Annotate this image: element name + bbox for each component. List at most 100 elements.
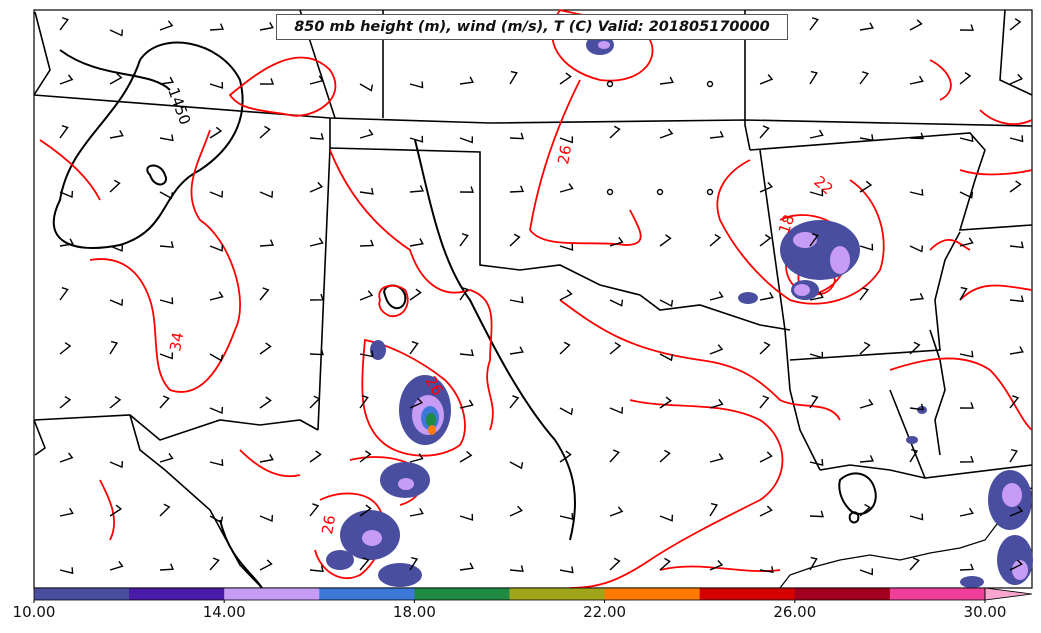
wind-barb <box>859 134 874 142</box>
wind-barb <box>259 125 271 139</box>
wind-barb <box>109 299 124 307</box>
wind-barb <box>309 133 324 140</box>
wind-barb <box>859 503 871 517</box>
wind-barb <box>859 22 874 31</box>
wind-barb <box>609 236 624 247</box>
wind-barb <box>709 130 724 139</box>
wind-barb <box>509 346 524 355</box>
precip-shading <box>326 35 1033 588</box>
wind-barb <box>759 234 772 247</box>
calm-wind-circle <box>706 80 714 88</box>
colorbar-tick-label: 10.00 <box>12 603 56 621</box>
wind-barb <box>1009 559 1023 571</box>
wind-barb <box>1009 241 1024 249</box>
wind-barb <box>159 76 174 85</box>
map-title: 850 mb height (m), wind (m/s), T (C) Val… <box>276 14 788 40</box>
wind-barb <box>559 72 572 85</box>
wind-barb <box>409 135 424 143</box>
wind-barb <box>459 399 474 409</box>
wind-barb <box>309 181 324 193</box>
wind-barb <box>59 507 74 517</box>
wind-barb <box>959 286 968 301</box>
wind-barb <box>359 450 372 463</box>
wind-barb <box>1009 180 1022 193</box>
wind-barb <box>759 74 774 85</box>
wind-barb <box>859 455 874 463</box>
wind-barb <box>859 568 874 576</box>
wind-barb <box>359 83 374 92</box>
colorbar-segment <box>889 588 986 600</box>
wind-barb <box>409 507 424 517</box>
wind-barb <box>259 396 272 409</box>
wind-barb <box>809 291 824 301</box>
wind-barb <box>459 186 474 193</box>
wind-barb <box>309 450 322 463</box>
wind-barb <box>809 17 819 31</box>
wind-barb <box>959 455 974 463</box>
wind-barb <box>459 513 474 521</box>
wind-barb <box>959 507 974 517</box>
wind-barb <box>659 557 671 571</box>
wind-barb <box>209 557 220 571</box>
colorbar-outline <box>33 587 986 601</box>
wind-barb <box>359 290 374 301</box>
wind-barb <box>659 128 674 139</box>
wind-barb <box>159 297 174 305</box>
wind-barb <box>259 78 274 85</box>
wind-barb <box>459 233 469 247</box>
wind-barb <box>409 397 424 409</box>
wind-barb <box>509 296 524 304</box>
wind-barb <box>259 514 274 523</box>
temp-label: 34 <box>166 331 187 353</box>
wind-barb <box>159 20 174 31</box>
wind-barb <box>359 187 374 195</box>
wind-barb <box>359 557 370 571</box>
wind-barb <box>409 185 424 193</box>
wind-barb <box>609 506 624 517</box>
wind-barb <box>859 180 873 193</box>
wind-barb <box>209 23 224 31</box>
wind-barb <box>809 459 824 466</box>
wind-barb <box>459 349 474 357</box>
wind-barb <box>1009 448 1019 463</box>
colorbar-segment <box>414 588 510 600</box>
wind-barb <box>609 557 621 571</box>
colorbar-segment <box>224 588 320 600</box>
wind-barb <box>109 73 123 85</box>
wind-barb <box>959 191 974 199</box>
wind-barb <box>509 565 524 573</box>
wind-barb <box>59 395 72 409</box>
wind-barb <box>359 350 374 358</box>
wind-barb <box>1009 395 1020 409</box>
wind-barb <box>409 238 424 247</box>
wind-barb <box>909 448 919 463</box>
wind-barb <box>359 504 372 517</box>
wind-barb <box>459 76 474 85</box>
wind-barb <box>459 136 474 144</box>
wind-barb <box>1009 506 1024 517</box>
wind-barb <box>59 287 69 301</box>
calm-wind-circle <box>706 188 714 196</box>
wind-barb <box>859 243 874 251</box>
wind-barb <box>909 403 924 411</box>
wind-barb <box>559 450 572 463</box>
colorbar-tick-label: 22.00 <box>583 603 627 621</box>
wind-barb <box>159 395 170 409</box>
wind-barb <box>509 132 524 140</box>
colorbar <box>33 587 1033 603</box>
wind-barb <box>259 559 273 571</box>
wind-barb <box>759 341 771 355</box>
state-borders <box>33 9 1033 589</box>
wind-barb <box>209 81 224 89</box>
wind-barb <box>859 341 871 355</box>
wind-barb <box>909 513 924 521</box>
wind-barb <box>709 291 724 301</box>
wind-barb <box>509 395 520 409</box>
wind-barb <box>309 293 324 301</box>
wind-barb <box>209 126 223 139</box>
wind-barb <box>709 398 724 409</box>
wind-barb <box>759 566 774 574</box>
wind-barb <box>259 342 272 355</box>
wind-barb <box>459 562 474 571</box>
colorbar-segment <box>34 588 130 600</box>
